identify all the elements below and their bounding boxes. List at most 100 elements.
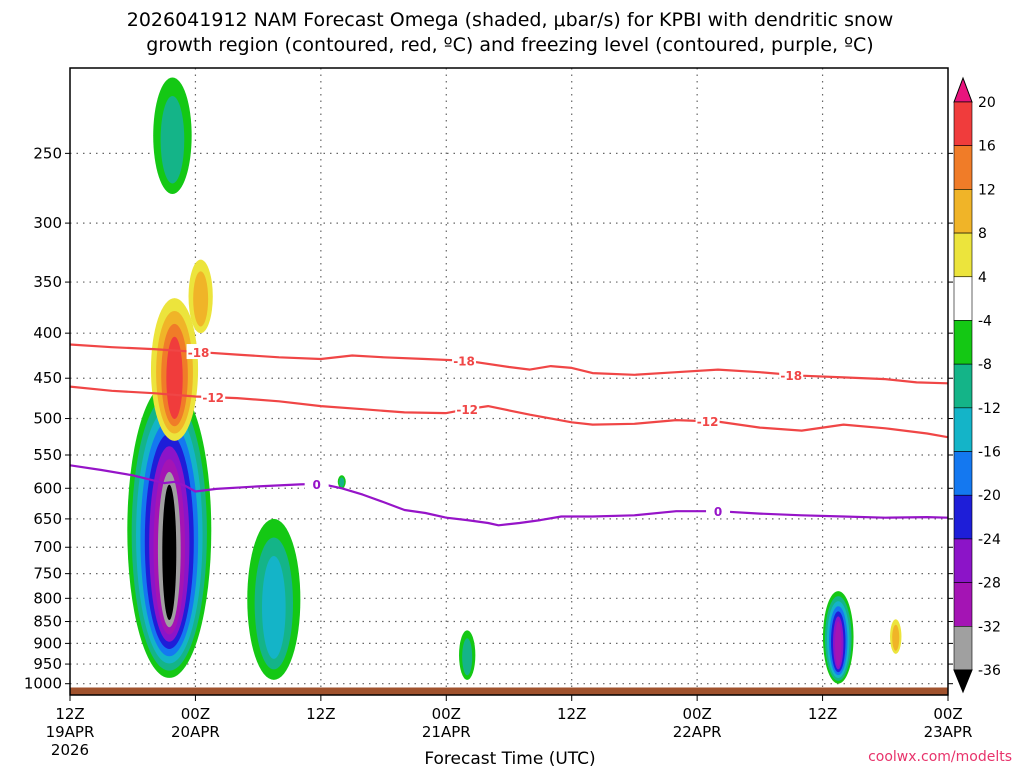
x-tick-label-date: 21APR xyxy=(422,723,471,741)
colorbar-segment xyxy=(953,538,973,583)
chart-title: 2026041912 NAM Forecast Omega (shaded, μ… xyxy=(127,9,894,56)
omega-region-shade xyxy=(339,477,345,488)
y-tick-label: 600 xyxy=(33,479,62,497)
contour-label: -18 xyxy=(453,355,475,369)
y-tick-label: 250 xyxy=(33,144,62,162)
y-tick-label: 650 xyxy=(33,510,62,528)
y-axis: 250 300 350 400 450 500 550 600 650 700 750 800 850 9… xyxy=(24,144,953,693)
contour-label-bg xyxy=(779,366,804,382)
omega-shading xyxy=(127,77,902,684)
colorbar-label: -16 xyxy=(978,445,1001,461)
y-tick-label: 450 xyxy=(33,369,62,387)
colorbar-label: 4 xyxy=(978,270,987,286)
omega-region-shade xyxy=(462,638,473,676)
y-tick-label: 500 xyxy=(33,410,62,428)
plot-area: -18 -18 -18 -12 -12 -12 0 0 xyxy=(69,67,949,696)
contour-label: 0 xyxy=(312,478,320,492)
colorbar-segment xyxy=(953,626,973,671)
contour-label-bg xyxy=(452,352,477,368)
colorbar-segment xyxy=(953,189,973,234)
y-tick-label: 950 xyxy=(33,655,62,673)
x-tick-label-time: 00Z xyxy=(933,705,962,723)
colorbar-label: -28 xyxy=(978,576,1001,592)
x-tick-label-date: 20APR xyxy=(171,723,220,741)
y-tick-label: 900 xyxy=(33,634,62,652)
contour-label: -12 xyxy=(202,391,224,405)
contour-label: 0 xyxy=(714,505,722,519)
x-tick-label-time: 12Z xyxy=(306,705,335,723)
colorbar-segment xyxy=(953,494,973,540)
y-tick-label: 550 xyxy=(33,446,62,464)
colorbar-label: -36 xyxy=(978,663,1001,679)
colorbar-label: -8 xyxy=(978,357,992,373)
x-tick-label-time: 00Z xyxy=(682,705,711,723)
omega-region-shade xyxy=(162,484,177,621)
x-tick-label-time: 12Z xyxy=(808,705,837,723)
y-tick-label: 800 xyxy=(33,589,62,607)
surface-band xyxy=(70,687,948,695)
colorbar: 20 16 12 8 4 -4 -8 -12 -16 -20 -24 -28 -32 -36 xyxy=(953,76,1001,694)
contour-label: -12 xyxy=(456,403,478,417)
plot-frame xyxy=(69,67,949,696)
colorbar-segment xyxy=(953,101,973,146)
contour-label: -18 xyxy=(780,369,802,383)
omega-region-shade xyxy=(160,96,185,184)
colorbar-label: -12 xyxy=(978,401,1001,417)
x-tick-label-year: 2026 xyxy=(51,741,89,759)
x-axis-title: Forecast Time (UTC) xyxy=(424,749,595,768)
title-line-2: growth region (contoured, red, ºC) and f… xyxy=(146,34,873,56)
y-tick-label: 350 xyxy=(33,273,62,291)
y-tick-label: 300 xyxy=(33,214,62,232)
x-tick-label-time: 00Z xyxy=(181,705,210,723)
contour-line xyxy=(70,385,948,439)
credit-text[interactable]: coolwx.com/modelts xyxy=(868,749,1012,765)
colorbar-label: -20 xyxy=(978,488,1001,504)
colorbar-segment xyxy=(953,320,973,365)
contour-label-bg xyxy=(695,413,720,429)
contour-lines: -18 -18 -18 -12 -12 -12 0 0 xyxy=(70,343,948,527)
colorbar-segment xyxy=(953,582,973,627)
colorbar-segment xyxy=(953,276,973,321)
colorbar-label: 12 xyxy=(978,182,996,198)
colorbar-segment xyxy=(953,363,973,409)
title-line-1: 2026041912 NAM Forecast Omega (shaded, μ… xyxy=(127,9,894,31)
colorbar-segment xyxy=(953,145,973,190)
omega-region-shade xyxy=(166,336,183,419)
colorbar-label: -4 xyxy=(978,313,992,329)
contour-label-bg xyxy=(186,344,211,360)
contour-line xyxy=(70,464,948,527)
y-tick-label: 400 xyxy=(33,324,62,342)
grid xyxy=(70,68,948,695)
colorbar-top-arrow xyxy=(953,76,973,103)
x-tick-label-time: 12Z xyxy=(557,705,586,723)
y-tick-label: 700 xyxy=(33,538,62,556)
contour-label-bg xyxy=(304,475,329,491)
x-tick-label-date: 19APR xyxy=(46,723,95,741)
colorbar-label: 20 xyxy=(978,95,996,111)
omega-region-shade xyxy=(193,271,209,327)
colorbar-label: 16 xyxy=(978,139,996,155)
x-tick-label-date: 22APR xyxy=(673,723,722,741)
y-tick-label: 850 xyxy=(33,613,62,631)
surface-ground xyxy=(70,687,948,695)
contour-label-bg xyxy=(455,401,480,417)
omega-region-shade xyxy=(835,621,842,667)
colorbar-label: -24 xyxy=(978,532,1001,548)
contour-label: -18 xyxy=(188,346,210,360)
contour-label-bg xyxy=(201,389,226,405)
x-tick-label-date: 23APR xyxy=(924,723,973,741)
colorbar-segment xyxy=(953,407,973,452)
colorbar-label: 8 xyxy=(978,226,987,242)
colorbar-label: -32 xyxy=(978,619,1001,635)
y-tick-label: 750 xyxy=(33,565,62,583)
x-tick-label-time: 12Z xyxy=(55,705,84,723)
y-tick-label: 1000 xyxy=(24,675,62,693)
contour-label-bg xyxy=(706,503,731,519)
x-tick-label-time: 00Z xyxy=(432,705,461,723)
contour-label: -12 xyxy=(697,415,719,429)
omega-region-shade xyxy=(262,556,286,659)
colorbar-segment xyxy=(953,451,973,496)
colorbar-segment xyxy=(953,232,973,278)
